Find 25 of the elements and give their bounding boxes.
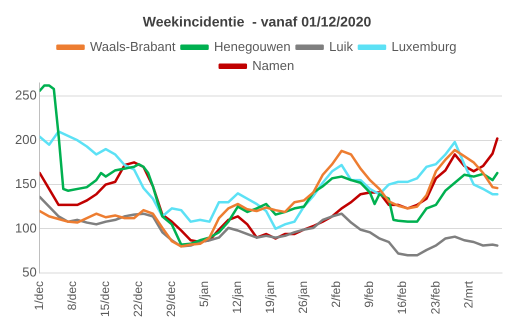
x-tick-label: 1/dec	[32, 280, 46, 310]
x-tick-label: 5/jan	[197, 280, 212, 307]
x-tick-label: 19/jan	[263, 280, 278, 314]
y-tick-label: 250	[14, 88, 37, 103]
x-tick-label: 12/jan	[230, 280, 244, 314]
legend-label: Luxemburg	[391, 38, 457, 54]
legend-label: Henegouwen	[214, 38, 291, 54]
y-tick-label: 200	[14, 132, 37, 147]
x-tick-label: 16/feb	[395, 280, 410, 314]
x-tick-label: 2/mrt	[461, 280, 476, 308]
legend-label: Namen	[252, 58, 294, 73]
y-tick-label: 100	[14, 220, 37, 236]
x-tick-label: 22/dec	[131, 280, 146, 317]
x-tick-label: 23/feb	[428, 280, 442, 314]
chart-title: Weekincidentie - vanaf 01/12/2020	[142, 13, 372, 30]
x-tick-label: 9/feb	[362, 280, 376, 308]
y-tick-label: 150	[14, 176, 37, 192]
x-tick-label: 15/dec	[98, 280, 112, 317]
legend-label: Luik	[329, 38, 354, 54]
legend-label: Waals-Brabant	[90, 38, 176, 54]
x-tick-label: 8/dec	[65, 280, 80, 310]
y-tick-label: 50	[22, 264, 37, 280]
x-tick-label: 29/dec	[164, 280, 178, 317]
x-tick-label: 2/feb	[329, 280, 344, 308]
x-tick-label: 26/jan	[296, 280, 310, 314]
